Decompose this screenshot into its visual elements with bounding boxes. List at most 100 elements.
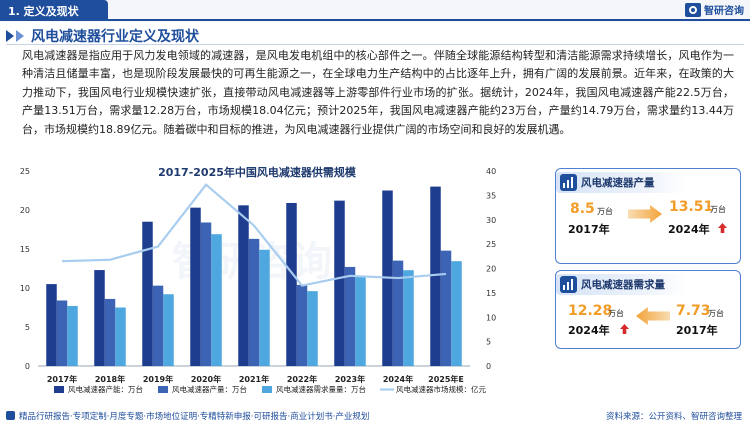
arrow-up-icon — [620, 324, 629, 334]
bar-3 — [451, 261, 462, 366]
card-header-bg — [556, 172, 686, 193]
bar-1 — [142, 221, 153, 366]
year-2017-label: 2017年 — [676, 324, 718, 337]
legend-label: 风电减速器产能：万台 — [68, 384, 143, 394]
legend-swatch — [158, 386, 168, 393]
card-header: 风电减速器需求量 — [560, 276, 720, 293]
card-title: 风电减速器产量 — [581, 177, 655, 189]
unit-label: 万台 — [597, 207, 613, 216]
x-tick-label: 2021年 — [239, 374, 269, 384]
bar-3 — [163, 294, 174, 366]
y-left-tick-label: 15 — [20, 245, 30, 254]
bar-1 — [94, 270, 105, 366]
unit-label: 万台 — [708, 309, 724, 318]
arrow-right-icon — [628, 205, 662, 223]
bar-1 — [430, 186, 441, 366]
x-tick-label: 2024年 — [383, 374, 413, 384]
top-divider — [0, 19, 750, 21]
bar-2 — [344, 266, 356, 366]
y-right-tick-label: 10 — [486, 313, 496, 322]
section-tab: 1. 定义及现状 — [0, 0, 108, 19]
bar-3 — [355, 276, 366, 366]
chevron-icon — [16, 30, 24, 42]
bar-1 — [46, 284, 57, 366]
bar-1 — [238, 205, 249, 366]
x-tick-label: 2018年 — [95, 374, 125, 384]
production-card: 风电减速器产量 8.5 万台 2017年 13.51 万台 2024年 — [555, 168, 741, 264]
arrow-left-icon — [636, 307, 670, 325]
demand-2017-value: 7.73 — [676, 303, 711, 319]
demand-card: 风电减速器需求量 12.28 万台 2024年 7.73 万台 2017年 — [555, 270, 741, 349]
y-right-tick-label: 30 — [486, 216, 496, 225]
logo-text: 智研咨询 — [704, 6, 744, 17]
card-header-bg — [556, 274, 686, 295]
bar-3 — [403, 270, 414, 366]
y-left-tick-label: 25 — [20, 167, 30, 176]
bar-1 — [286, 202, 297, 366]
bar-2 — [392, 260, 404, 366]
page-heading: 风电减速器行业定义及现状 — [6, 26, 199, 46]
bar-3 — [211, 234, 222, 366]
y-left-tick-label: 10 — [20, 284, 30, 293]
top-bar: 1. 定义及现状 智研咨询 — [0, 0, 750, 22]
y-right-tick-label: 0 — [486, 362, 491, 371]
unit-label: 万台 — [608, 309, 624, 318]
chart-title: 2017-2025年中国风电减速器供需规模 — [158, 166, 356, 179]
legend-swatch — [262, 386, 272, 393]
y-right-tick-label: 5 — [486, 338, 491, 347]
bar-3 — [307, 291, 318, 366]
logo-icon — [685, 2, 701, 17]
y-right-tick-label: 35 — [486, 191, 496, 200]
arrow-up-icon — [718, 223, 727, 233]
production-2017-value: 8.5 — [570, 201, 595, 217]
production-2024-value: 13.51 — [669, 199, 714, 215]
y-right-tick-label: 40 — [486, 167, 496, 176]
y-right-tick-label: 15 — [486, 289, 496, 298]
y-left-tick-label: 5 — [25, 323, 30, 332]
x-tick-label: 2017年 — [47, 374, 77, 384]
card-title: 风电减速器需求量 — [581, 279, 665, 291]
bar-2 — [56, 300, 68, 366]
section-title: 1. 定义及现状 — [8, 5, 79, 18]
card-header: 风电减速器产量 — [560, 174, 720, 191]
bar-2 — [152, 285, 164, 366]
bar-2 — [440, 250, 452, 366]
page-title: 风电减速器行业定义及现状 — [31, 29, 199, 45]
demand-2024-value: 12.28 — [568, 303, 613, 319]
footer-icon — [6, 411, 15, 420]
y-left-tick-label: 20 — [20, 206, 30, 215]
x-tick-label: 2019年 — [143, 374, 173, 384]
year-2024-label: 2024年 — [668, 223, 710, 236]
bar-3 — [115, 307, 126, 366]
bar-2 — [200, 222, 212, 366]
legend-label: 风电减速器需求量量：万台 — [276, 384, 366, 394]
x-tick-label: 2020年 — [191, 374, 221, 384]
footer-source: 资料来源：公开资料、智研咨询整理 — [605, 412, 742, 422]
heading-divider — [6, 44, 744, 45]
unit-label: 万台 — [710, 205, 726, 214]
line-series — [61, 183, 447, 287]
legend-label: 风电减速器市场规模：亿元 — [396, 384, 486, 394]
year-2017-label: 2017年 — [568, 223, 610, 236]
bar-1 — [190, 207, 201, 366]
bar-3 — [67, 305, 78, 366]
bar-2 — [296, 284, 308, 366]
bar-chart-icon — [560, 174, 577, 191]
footer-services: 精品行研报告·专项定制·月度专题·市场地位证明·专精特新申报·可研报告·商业计划… — [19, 412, 370, 422]
intro-paragraph: 风电减速器是指应用于风力发电领域的减速器，是风电发电机组中的核心部件之一。伴随全… — [22, 49, 734, 136]
y-right-tick-label: 25 — [486, 240, 496, 249]
trend-chart-icon — [560, 276, 577, 293]
legend-swatch — [54, 386, 64, 393]
supply-demand-chart: 智研咨询051015202505101520253035402017年2018年… — [2, 160, 512, 412]
x-tick-label: 2023年 — [335, 374, 365, 384]
bar-3 — [259, 249, 270, 366]
x-tick-label: 2025年E — [428, 374, 464, 384]
y-right-tick-label: 20 — [486, 265, 496, 274]
brand-logo: 智研咨询 — [685, 2, 744, 17]
bar-2 — [104, 298, 116, 366]
legend-label: 风电减速器产量：万台 — [172, 384, 247, 394]
year-2024-label: 2024年 — [568, 324, 610, 337]
y-left-tick-label: 0 — [25, 362, 30, 371]
bar-1 — [334, 200, 345, 366]
x-tick-label: 2022年 — [287, 374, 317, 384]
